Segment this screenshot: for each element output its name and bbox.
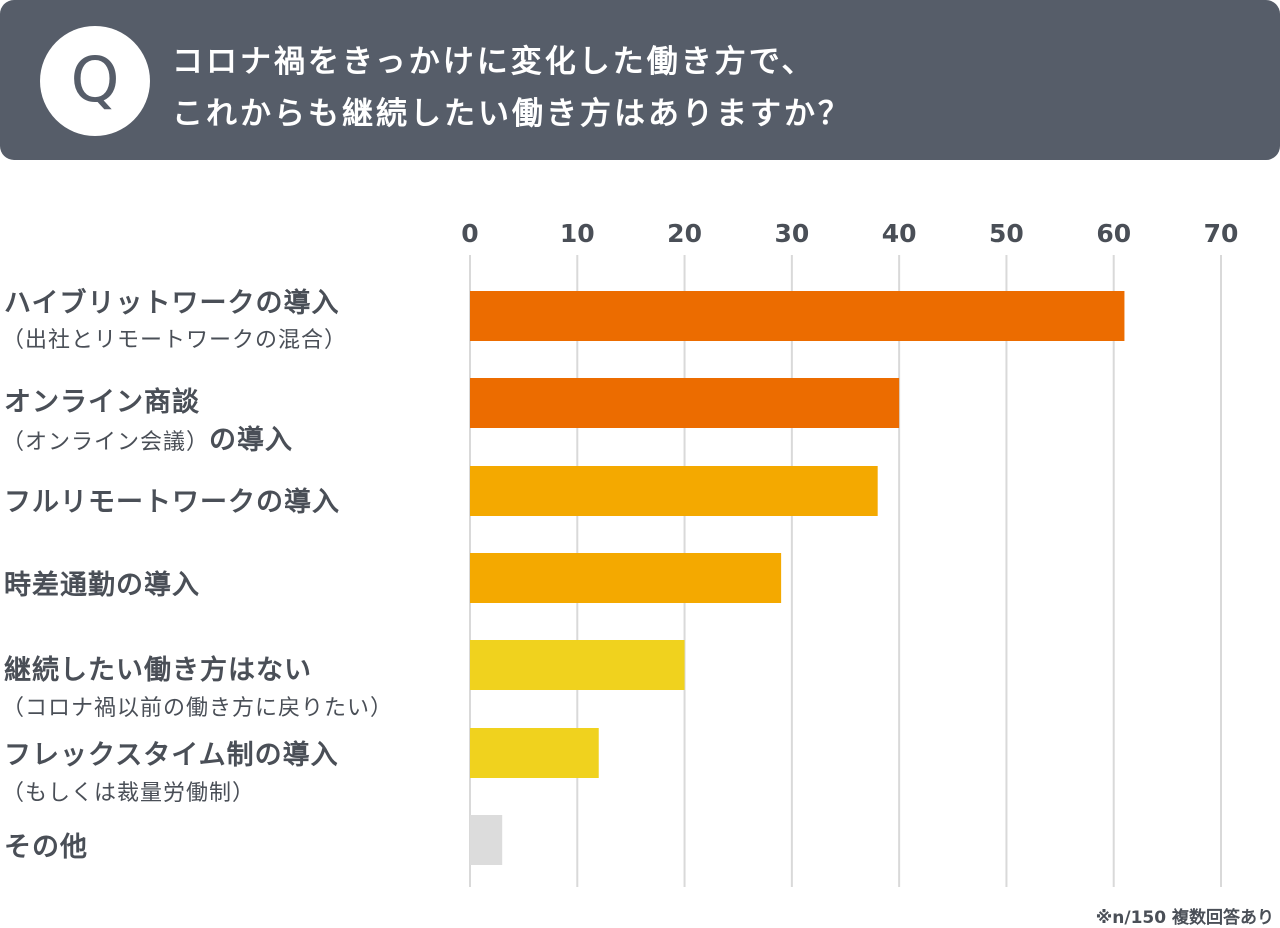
category-label-main: フレックスタイム制の導入 (4, 740, 339, 771)
category-label-sub: （コロナ禍以前の働き方に戻りたい） (2, 696, 394, 721)
category-label-main: 継続したい働き方はない (4, 655, 312, 686)
category-label-main: ハイブリットワークの導入 (4, 288, 340, 319)
bar (470, 291, 1125, 341)
bar (470, 815, 503, 865)
category-label-sub: （もしくは裁量労働制） (2, 781, 256, 806)
category-label-sub-row: （オンライン会議）の導入 (2, 418, 293, 457)
category-label-main: 時差通勤の導入 (4, 570, 200, 601)
bar (470, 640, 685, 690)
x-tick-label: 10 (560, 219, 595, 248)
category-label-sub-bold: の導入 (209, 425, 294, 456)
bar (470, 728, 599, 778)
category-label-main: その他 (4, 832, 88, 863)
question-line-1: コロナ禍をきっかけに変化した働き方で、 (172, 44, 816, 80)
question-line-2: これからも継続したい働き方はありますか？ (172, 96, 852, 132)
question-badge-letter: Q (70, 43, 120, 116)
category-label-sub: （出社とリモートワークの混合） (2, 328, 348, 353)
question-badge: Q (40, 26, 150, 136)
x-tick-label: 30 (774, 219, 809, 248)
x-tick-label: 20 (667, 219, 702, 248)
category-label-main: オンライン商談 (4, 387, 200, 418)
category-label-main: フルリモートワークの導入 (4, 487, 340, 518)
x-tick-label: 50 (989, 219, 1024, 248)
x-tick-label: 40 (882, 219, 917, 248)
bar (470, 466, 878, 516)
x-tick-label: 60 (1096, 219, 1131, 248)
x-tick-label: 0 (461, 219, 478, 248)
sample-note: ※n/150 複数回答あり (1095, 908, 1274, 928)
bar (470, 553, 782, 603)
question-header: Q コロナ禍をきっかけに変化した働き方で、 これからも継続したい働き方はあります… (0, 0, 1280, 160)
bar (470, 378, 900, 428)
x-tick-label: 70 (1204, 219, 1239, 248)
category-label-sub: （オンライン会議） (2, 430, 210, 455)
